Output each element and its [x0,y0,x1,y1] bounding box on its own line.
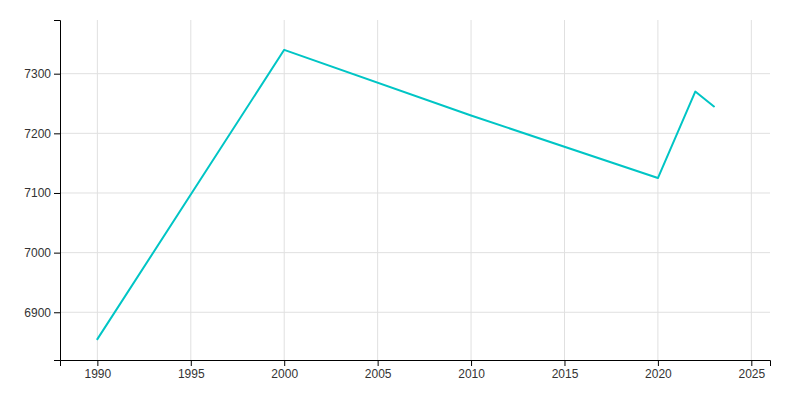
y-tick-mark [54,312,60,313]
x-tick-label: 2010 [458,367,485,381]
x-tick-mark [378,360,379,366]
line [97,50,714,339]
y-axis-line [54,21,61,361]
x-tick-mark [658,360,659,366]
y-tick-mark [54,74,60,75]
series [97,50,714,339]
x-tick-label: 2005 [365,367,392,381]
y-tick: 6900 [24,306,60,320]
grid-line-x [751,20,752,360]
x-tick: 2020 [645,360,672,381]
y-tick-mark [54,193,60,194]
x-tick: 2015 [552,360,579,381]
x-tick: 2000 [271,360,298,381]
grid-line-x [471,20,472,360]
x-tick-mark [564,360,565,366]
y-tick-label: 7300 [24,67,51,81]
y-axis: 6900 7000 7100 7200 7300 [24,21,60,361]
y-tick: 7100 [24,186,60,200]
y-tick: 7000 [24,246,60,260]
y-tick: 7300 [24,67,60,81]
x-tick-label: 1990 [85,367,112,381]
grid [60,20,770,360]
grid-line-y [60,73,770,74]
grid-line-y [60,252,770,253]
y-tick-label: 7000 [24,246,51,260]
chart: 1990 1995 2000 2005 2010 2015 2020 2025 6900 7000… [0,0,800,400]
y-tick-label: 7200 [24,127,51,141]
y-tick-label: 7100 [24,186,51,200]
x-tick-mark [191,360,192,366]
x-tick-label: 2000 [271,367,298,381]
x-tick-mark [471,360,472,366]
x-tick: 2010 [458,360,485,381]
y-tick: 7200 [24,127,60,141]
x-axis: 1990 1995 2000 2005 2010 2015 2020 2025 [61,360,771,381]
x-tick: 1990 [85,360,112,381]
x-tick-mark [751,360,752,366]
x-tick-label: 2015 [552,367,579,381]
grid-line-x [377,20,378,360]
x-tick-label: 2020 [645,367,672,381]
y-tick-mark [54,133,60,134]
grid-line-y [60,312,770,313]
grid-line-x [97,20,98,360]
grid-line-x [657,20,658,360]
plot-area: 1990 1995 2000 2005 2010 2015 2020 2025 6900 7000… [24,20,770,381]
x-tick: 2005 [365,360,392,381]
y-tick-mark [54,253,60,254]
grid-line-y [60,133,770,134]
x-tick-label: 1995 [178,367,205,381]
y-tick-label: 6900 [24,306,51,320]
x-tick: 1995 [178,360,205,381]
x-tick-label: 2025 [738,367,765,381]
x-axis-line [61,361,771,367]
x-tick: 2025 [738,360,765,381]
grid-line-x [284,20,285,360]
grid-line-x [564,20,565,360]
grid-line-y [60,192,770,193]
x-tick-mark [97,360,98,366]
grid-line-x [190,20,191,360]
x-tick-mark [284,360,285,366]
